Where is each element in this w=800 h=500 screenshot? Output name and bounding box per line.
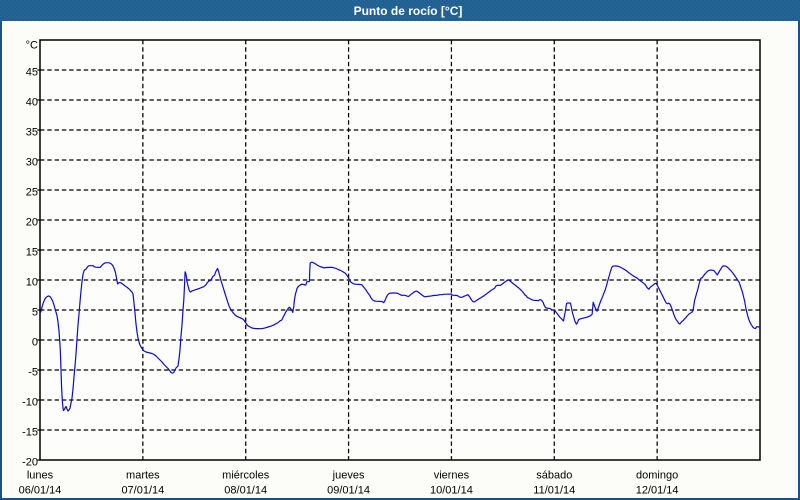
svg-text:domingo: domingo — [636, 470, 678, 482]
svg-text:11/01/14: 11/01/14 — [533, 485, 575, 497]
svg-text:30: 30 — [26, 157, 38, 169]
svg-text:-15: -15 — [22, 427, 38, 439]
svg-text:45: 45 — [26, 67, 38, 79]
svg-text:25: 25 — [26, 187, 38, 199]
svg-text:08/01/14: 08/01/14 — [224, 485, 267, 497]
svg-text:martes: martes — [126, 470, 160, 482]
svg-text:15: 15 — [26, 247, 38, 259]
svg-text:lunes: lunes — [27, 470, 54, 482]
svg-text:viernes: viernes — [434, 470, 470, 482]
svg-text:09/01/14: 09/01/14 — [327, 485, 370, 497]
svg-text:35: 35 — [26, 127, 38, 139]
svg-text:miércoles: miércoles — [222, 470, 270, 482]
svg-text:sábado: sábado — [536, 470, 572, 482]
svg-text:06/01/14: 06/01/14 — [19, 485, 62, 497]
svg-text:5: 5 — [32, 307, 38, 319]
svg-text:07/01/14: 07/01/14 — [121, 485, 164, 497]
svg-text:Punto de rocío [°C]: Punto de rocío [°C] — [354, 4, 463, 18]
svg-text:10/01/14: 10/01/14 — [430, 485, 473, 497]
svg-text:40: 40 — [26, 97, 38, 109]
svg-text:jueves: jueves — [332, 470, 365, 482]
svg-text:10: 10 — [26, 277, 38, 289]
svg-text:-10: -10 — [22, 397, 38, 409]
svg-text:-20: -20 — [22, 457, 38, 469]
svg-text:°C: °C — [26, 40, 38, 52]
svg-text:0: 0 — [32, 337, 38, 349]
svg-text:-5: -5 — [28, 367, 38, 379]
svg-text:12/01/14: 12/01/14 — [636, 485, 679, 497]
svg-text:20: 20 — [26, 217, 38, 229]
